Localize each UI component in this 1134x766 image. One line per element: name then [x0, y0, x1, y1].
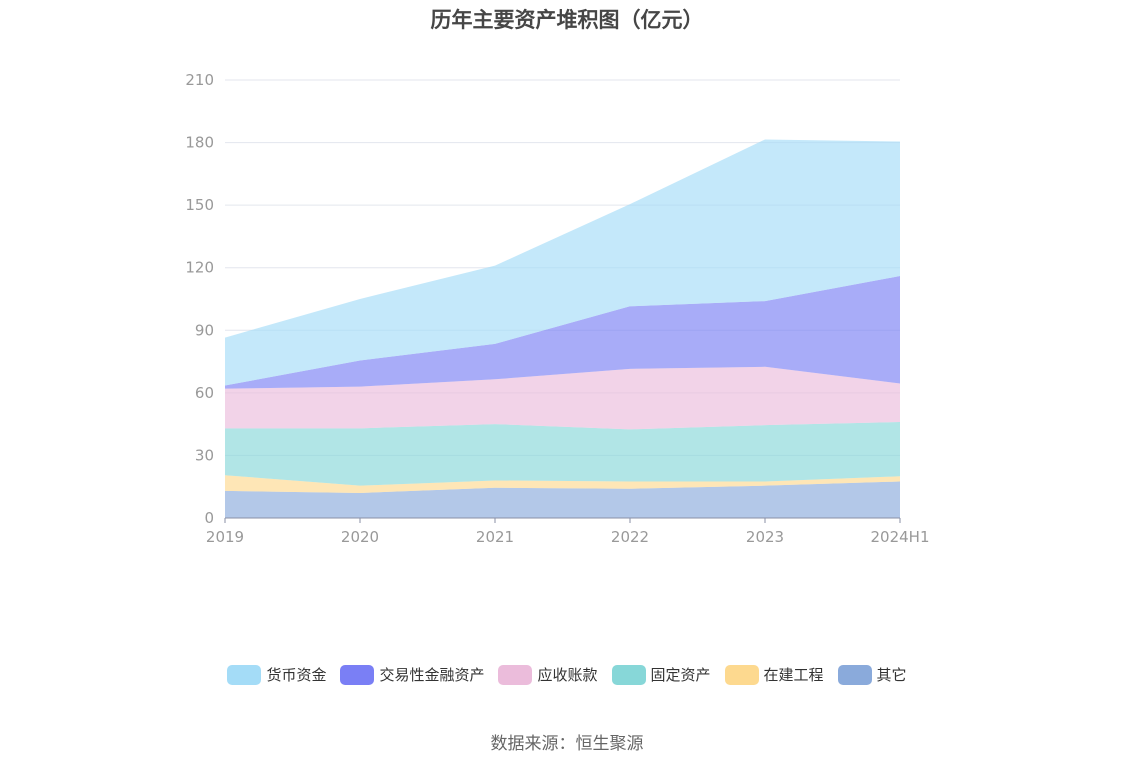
legend-label: 货币资金 [266, 666, 327, 684]
legend-swatch [227, 664, 262, 685]
y-tick-label: 120 [185, 259, 214, 277]
legend-item[interactable]: 其它 [837, 664, 907, 685]
x-tick-label: 2024H1 [871, 528, 930, 546]
legend-item[interactable]: 货币资金 [227, 664, 326, 685]
y-tick-label: 210 [185, 71, 214, 89]
y-tick-label: 150 [185, 196, 214, 214]
chart-title: 历年主要资产堆积图（亿元） [430, 8, 704, 32]
legend-swatch [611, 664, 646, 685]
legend-item[interactable]: 交易性金融资产 [340, 664, 484, 685]
legend-swatch [498, 664, 533, 685]
legend-item[interactable]: 固定资产 [611, 664, 711, 685]
legend-item[interactable]: 在建工程 [724, 664, 824, 685]
y-tick-label: 60 [195, 384, 214, 402]
area-series-4 [225, 276, 900, 389]
y-tick-label: 0 [204, 509, 214, 527]
legend-label: 交易性金融资产 [379, 666, 485, 684]
stacked-areas [225, 139, 900, 518]
data-source: 数据来源：恒生聚源 [490, 734, 644, 754]
x-tick-label: 2021 [476, 528, 514, 546]
area-series-5 [225, 139, 900, 386]
legend-swatch [340, 664, 375, 685]
legend-label: 固定资产 [650, 666, 711, 684]
y-tick-label: 90 [195, 321, 214, 339]
legend: 货币资金 交易性金融资产 应收账款 固定资产 在建工程 其它 [0, 664, 1134, 685]
x-tick-label: 2019 [206, 528, 244, 546]
legend-item[interactable]: 应收账款 [498, 664, 598, 685]
legend-label: 其它 [876, 666, 907, 684]
legend-swatch [837, 664, 872, 685]
legend-swatch [724, 664, 759, 685]
area-series-2 [225, 422, 900, 486]
x-tick-label: 2022 [611, 528, 649, 546]
area-series-0 [225, 481, 900, 518]
area-series-3 [225, 366, 900, 430]
legend-label: 在建工程 [763, 666, 824, 684]
axes: 0 30 60 90 120 150 180 210 2019 2020 2021 2022 2023 2… [185, 71, 929, 546]
x-tick-label: 2023 [746, 528, 784, 546]
area-series-1 [225, 475, 900, 493]
x-tick-label: 2020 [341, 528, 379, 546]
y-tick-label: 180 [185, 134, 214, 152]
legend-label: 应收账款 [537, 666, 598, 684]
y-tick-label: 30 [195, 446, 214, 464]
